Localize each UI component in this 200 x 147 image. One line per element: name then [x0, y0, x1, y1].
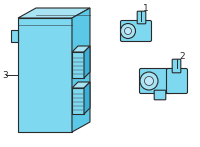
Polygon shape: [11, 30, 18, 42]
Circle shape: [124, 27, 132, 35]
FancyBboxPatch shape: [166, 69, 188, 93]
FancyBboxPatch shape: [137, 11, 146, 24]
Polygon shape: [84, 82, 90, 114]
FancyBboxPatch shape: [172, 59, 181, 73]
Polygon shape: [72, 46, 90, 52]
Circle shape: [120, 24, 136, 39]
Text: 1: 1: [143, 4, 149, 12]
Polygon shape: [72, 52, 84, 78]
Circle shape: [140, 72, 158, 90]
FancyBboxPatch shape: [154, 90, 166, 100]
Text: 2: 2: [179, 51, 185, 61]
FancyBboxPatch shape: [140, 69, 172, 93]
Polygon shape: [72, 82, 90, 88]
FancyBboxPatch shape: [120, 20, 152, 41]
Polygon shape: [72, 88, 84, 114]
Polygon shape: [18, 8, 90, 18]
Polygon shape: [72, 8, 90, 132]
Polygon shape: [84, 46, 90, 78]
Circle shape: [144, 76, 154, 86]
Polygon shape: [18, 18, 72, 132]
Text: 3: 3: [2, 71, 8, 80]
